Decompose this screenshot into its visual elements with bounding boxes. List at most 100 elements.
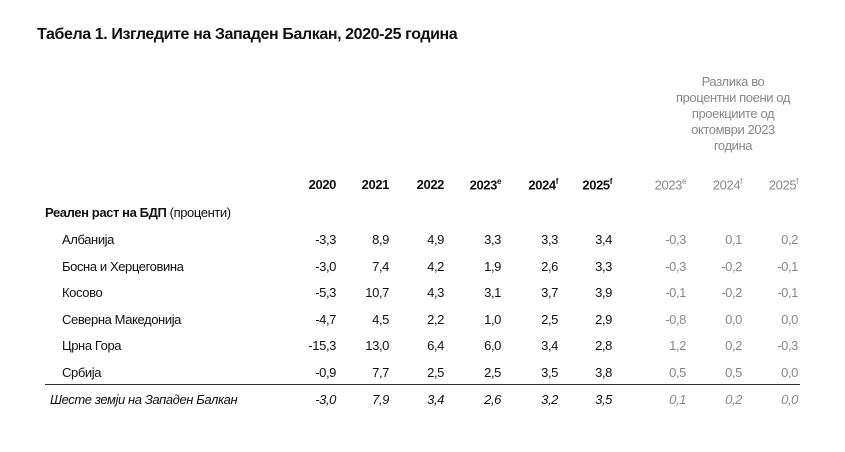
cell: -0,9 [315, 365, 336, 380]
header-note: f [609, 177, 613, 186]
diff-cell: 0,1 [725, 232, 742, 247]
title: Табела 1. Изгледите на Западен Балкан, 2… [37, 26, 458, 43]
diff-cell: -0,1 [777, 258, 798, 274]
cell: 2,5 [484, 365, 501, 380]
cell: 8,9 [372, 232, 389, 247]
cell: -5,3 [315, 285, 336, 301]
diff-cell: 0,2 [725, 392, 742, 407]
diff-cell: 0,5 [669, 365, 686, 380]
header-year: 2022 [416, 177, 445, 192]
cell: 3,3 [541, 232, 558, 247]
diff-cell: 0,1 [669, 392, 686, 407]
header-year: 2025 [768, 177, 797, 193]
cell: 7,7 [372, 365, 389, 380]
row-label: Србија [62, 365, 102, 380]
header-note: f [796, 177, 798, 186]
column-header: 2021 [329, 177, 390, 192]
header-note: f [555, 177, 559, 186]
section-label: Реален раст на БДП (проценти) [45, 205, 231, 220]
diff-cell: -0,3 [665, 258, 686, 274]
cell: 2,8 [595, 338, 612, 354]
cell: 3,4 [595, 232, 612, 247]
diff-cell: 0,2 [725, 338, 742, 354]
header-note: e [681, 177, 686, 186]
column-header: 2024f [682, 177, 743, 193]
rule [45, 384, 800, 385]
cell: 3,7 [541, 285, 558, 301]
cell: 2,5 [427, 365, 444, 380]
diff-cell: -0,2 [721, 285, 742, 301]
diff-cell: -0,2 [721, 258, 742, 274]
cell: 1,9 [484, 258, 501, 274]
diff-cell: -0,1 [777, 285, 798, 301]
section-name: Реален раст на БДП [45, 205, 167, 220]
section-unit: (проценти) [169, 205, 231, 220]
cell: 4,9 [427, 232, 444, 247]
cell: 2,5 [541, 311, 558, 327]
column-header: 2025f [552, 177, 612, 192]
diff-cell: 1,2 [669, 338, 686, 354]
cell: 3,1 [484, 285, 501, 301]
header-year: 2024 [528, 177, 556, 193]
row-label: Црна Гора [62, 338, 122, 354]
cell: 13,0 [365, 338, 389, 354]
cell: 2,6 [541, 258, 558, 274]
cell: 3,4 [427, 392, 444, 407]
diff-cell: -0,1 [665, 285, 686, 301]
cell: 3,2 [541, 392, 558, 407]
row-label: Косово [62, 285, 103, 301]
diff-cell: 0,5 [725, 365, 742, 380]
cell: 3,5 [595, 392, 612, 407]
header-year: 2023 [654, 177, 683, 193]
diff-cell: 0,0 [781, 311, 798, 327]
cell: 3,8 [595, 365, 612, 380]
column-header: 2020 [276, 177, 337, 192]
header-year: 2024 [712, 177, 741, 193]
diff-cell: 0,0 [725, 311, 742, 327]
cell: 2,2 [427, 311, 444, 327]
diff-cell: -0,3 [665, 232, 686, 247]
cell: 4,3 [427, 285, 444, 301]
column-header: 2024f [498, 177, 558, 192]
cell: -15,3 [308, 338, 336, 354]
cell: 3,9 [595, 285, 612, 301]
cell: 10,7 [365, 285, 389, 301]
diff-cell: -0,8 [665, 311, 686, 327]
header-note: e [496, 177, 501, 186]
diff-cell: 0,0 [781, 392, 798, 407]
row-label: Шесте земји на Западен Балкан [50, 392, 238, 407]
diff-cell: 0,2 [781, 232, 798, 247]
column-header: 2023e [626, 177, 687, 193]
diff-cell: -0,3 [777, 338, 798, 354]
header-note: f [740, 177, 742, 186]
cell: 4,5 [372, 311, 389, 327]
header-year: 2021 [361, 177, 390, 192]
cell: -3,0 [315, 258, 336, 274]
cell: 2,6 [484, 392, 501, 407]
row-label: Северна Македонија [62, 311, 182, 327]
cell: 4,2 [427, 258, 444, 274]
cell: 3,4 [541, 338, 558, 354]
column-header: 2023e [441, 177, 502, 193]
cell: 3,5 [541, 365, 558, 380]
cell: -4,7 [315, 311, 336, 327]
header-year: 2023 [469, 177, 498, 193]
cell: 6,0 [484, 338, 501, 354]
column-header: 2022 [384, 177, 445, 192]
header-year: 2025 [582, 177, 610, 193]
header-year: 2020 [308, 177, 337, 192]
cell: 2,9 [595, 311, 612, 327]
diff-cell: 0,0 [781, 365, 798, 380]
cell: 3,3 [595, 258, 612, 274]
column-header: 2025f [738, 177, 799, 193]
row-label: Босна и Херцеговина [62, 258, 184, 274]
cell: 7,4 [372, 258, 389, 274]
row-label: Албанија [62, 232, 114, 247]
cell: 6,4 [427, 338, 444, 354]
group-header: Разлика во процентни поени од проекциите… [675, 74, 791, 153]
cell: -3,3 [315, 232, 336, 247]
cell: 7,9 [372, 392, 389, 407]
cell: -3,0 [315, 392, 336, 407]
cell: 1,0 [484, 311, 501, 327]
